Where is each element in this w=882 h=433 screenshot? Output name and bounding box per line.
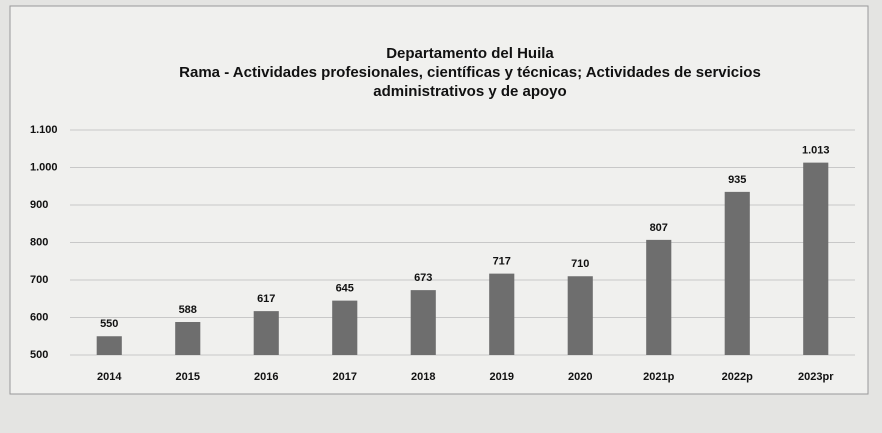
bar [803,163,828,355]
data-label: 617 [257,293,275,305]
x-tick-label: 2023pr [798,371,834,383]
chart-title: Departamento del Huila [150,44,790,63]
bar [646,240,671,355]
data-label: 550 [100,318,118,330]
y-tick-label: 900 [30,199,48,211]
title-block: Departamento del Huila Rama - Actividade… [150,44,790,101]
bar [254,311,279,355]
bar [332,301,357,355]
bar [97,336,122,355]
x-tick-label: 2016 [254,371,278,383]
bar [489,274,514,355]
data-label: 710 [571,258,589,270]
bar [568,276,593,355]
x-tick-label: 2014 [97,371,122,383]
data-label: 935 [728,174,746,186]
x-tick-label: 2019 [490,371,514,383]
chart-subtitle: Rama - Actividades profesionales, cientí… [150,63,790,101]
y-tick-label: 1.100 [30,124,58,136]
bar [411,290,436,355]
data-label: 673 [414,272,432,284]
data-label: 645 [336,283,354,295]
y-tick-label: 800 [30,236,48,248]
x-tick-label: 2020 [568,371,592,383]
x-tick-label: 2017 [333,371,357,383]
data-label: 588 [179,304,197,316]
x-tick-label: 2021p [643,371,674,383]
bar [175,322,200,355]
page: 500 600 700 800 900 1.000 1.100 2014 550 2015 588 2… [0,0,882,433]
x-tick-label: 2015 [176,371,200,383]
x-tick-label: 2018 [411,371,435,383]
y-tick-label: 500 [30,349,48,361]
data-label: 1.013 [802,145,830,157]
y-tick-label: 700 [30,274,48,286]
x-tick-label: 2022p [722,371,753,383]
y-tick-label: 600 [30,311,48,323]
data-label: 717 [493,256,511,268]
data-label: 807 [650,222,668,234]
bar [725,192,750,355]
y-tick-label: 1.000 [30,161,58,173]
